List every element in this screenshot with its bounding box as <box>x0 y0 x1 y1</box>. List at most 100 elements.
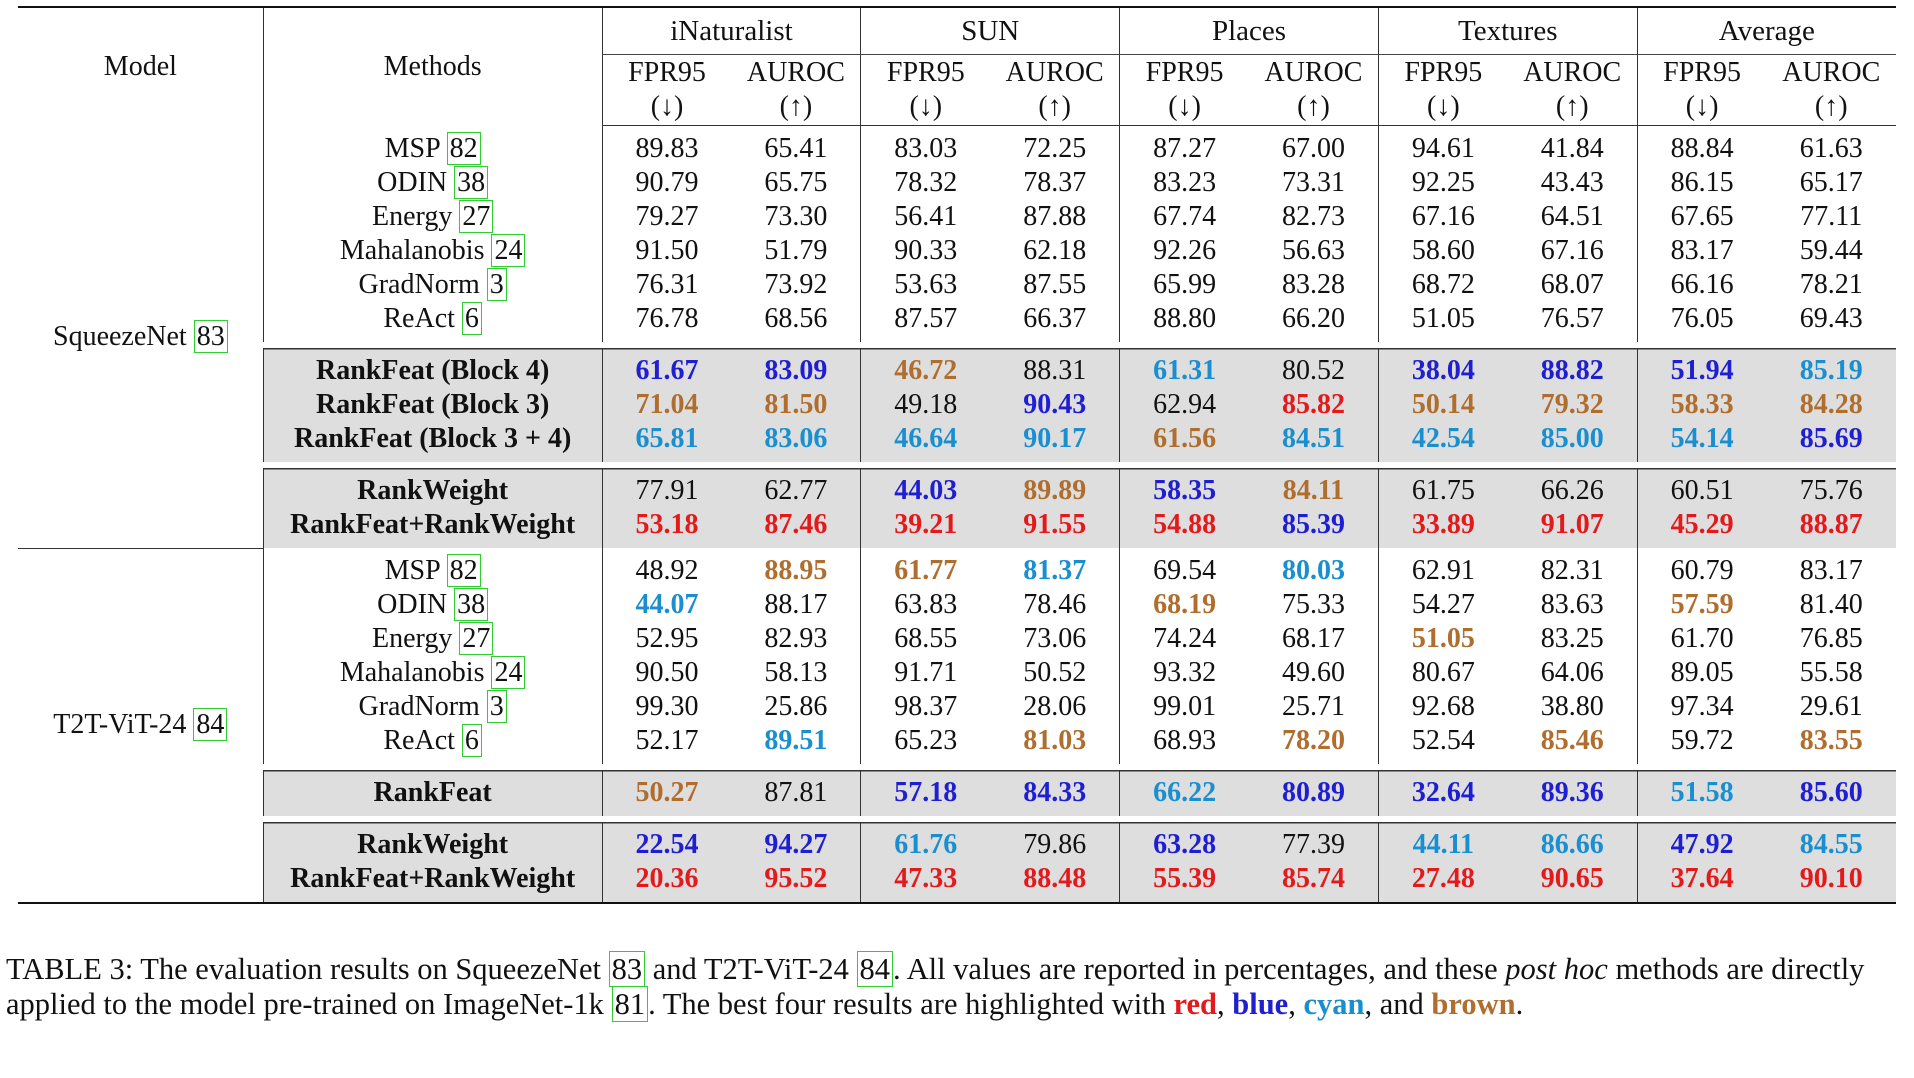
value-cell: 77.39 <box>1249 816 1379 862</box>
value: 83.09 <box>764 355 828 386</box>
value-cell: 73.06 <box>990 622 1121 656</box>
value: 76.85 <box>1799 623 1863 654</box>
value-cell: 78.37 <box>990 166 1121 200</box>
value: 43.43 <box>1540 167 1604 198</box>
model-ref[interactable]: 84 <box>193 708 228 742</box>
value-cell: 32.64 <box>1378 764 1508 819</box>
value: 90.17 <box>1023 423 1087 454</box>
arrow-down-icon: (↓) <box>1168 91 1201 122</box>
value: 61.67 <box>635 355 699 386</box>
value: 50.27 <box>635 777 699 808</box>
table-header: Model Methods iNaturalist SUN Places Textur… <box>18 7 1896 126</box>
value: 82.93 <box>764 623 828 654</box>
value: 71.04 <box>635 389 699 420</box>
method-cell: MSP 82 <box>263 548 603 588</box>
metric-name: FPR95 <box>1404 57 1483 88</box>
value-cell: 79.32 <box>1507 388 1638 422</box>
table-row: T2T-ViT-24 84 MSP 82 48.92 88.95 61.77 81.37 6… <box>18 548 1896 903</box>
value-cell: 78.21 <box>1767 268 1896 302</box>
method-ref[interactable]: 27 <box>459 200 494 233</box>
value: 47.92 <box>1670 829 1734 860</box>
value: 86.15 <box>1670 167 1734 198</box>
value: 66.37 <box>1023 303 1087 334</box>
caption-ref[interactable]: 84 <box>856 951 893 987</box>
value-cell: 88.17 <box>731 588 862 622</box>
value-cell: 87.46 <box>731 508 862 548</box>
caption-ref[interactable]: 83 <box>608 951 646 987</box>
value: 68.07 <box>1540 269 1604 300</box>
value-cell: 62.91 <box>1378 548 1507 588</box>
value-cell: 50.52 <box>990 656 1121 690</box>
value: 58.60 <box>1411 235 1475 266</box>
value-cell: 80.03 <box>1249 548 1379 588</box>
method-ref[interactable]: 24 <box>491 234 526 267</box>
method-ref[interactable]: 82 <box>446 131 481 165</box>
value: 46.64 <box>894 423 958 454</box>
method-name: RankFeat (Block 3) <box>315 389 550 420</box>
method-ref[interactable]: 6 <box>461 724 482 757</box>
value-cell: 50.14 <box>1378 388 1508 422</box>
method-ref[interactable]: 38 <box>454 166 489 199</box>
method-ref[interactable]: 27 <box>459 622 494 655</box>
value-cell: 44.03 <box>860 462 991 508</box>
value: 32.64 <box>1411 777 1475 808</box>
value-cell: 47.92 <box>1637 816 1767 862</box>
table-row: Energy 27 79.27 73.30 56.41 87.88 67.74 82.73 6… <box>18 200 1896 234</box>
value-cell: 81.03 <box>990 724 1121 767</box>
value-cell: 66.16 <box>1637 268 1766 302</box>
value: 77.91 <box>635 475 699 506</box>
value: 54.88 <box>1153 509 1217 540</box>
value-cell: 56.63 <box>1249 234 1379 268</box>
value-cell: 73.31 <box>1249 166 1379 200</box>
value: 69.43 <box>1799 303 1863 334</box>
value: 59.72 <box>1670 725 1734 756</box>
value-cell: 88.82 <box>1507 342 1638 388</box>
value-cell: 88.95 <box>731 548 862 588</box>
value: 83.23 <box>1153 167 1217 198</box>
value: 51.79 <box>764 235 828 266</box>
value: 66.20 <box>1281 303 1345 334</box>
value-cell: 41.84 <box>1507 125 1638 166</box>
value: 83.17 <box>1670 235 1734 266</box>
value: 92.25 <box>1411 167 1475 198</box>
method-name: Energy <box>371 623 453 654</box>
value-cell: 67.00 <box>1249 125 1379 166</box>
method-cell: GradNorm 3 <box>263 268 603 302</box>
table-row: RankWeight 77.91 62.77 44.03 89.89 58.35 84.11… <box>18 462 1896 508</box>
value: 65.17 <box>1799 167 1863 198</box>
value: 87.57 <box>894 303 958 334</box>
method-ref[interactable]: 82 <box>446 554 481 587</box>
value: 99.30 <box>635 691 699 722</box>
value: 61.31 <box>1153 355 1217 386</box>
value: 33.89 <box>1411 509 1475 540</box>
model-name-cell: SqueezeNet 83 <box>18 125 264 549</box>
value-cell: 79.86 <box>990 816 1121 862</box>
method-ref[interactable]: 3 <box>486 690 507 723</box>
method-name: ODIN <box>377 167 448 198</box>
value: 80.03 <box>1281 555 1345 586</box>
value-cell: 77.91 <box>602 462 732 508</box>
method-ref[interactable]: 38 <box>454 588 489 621</box>
value-cell: 90.10 <box>1766 862 1896 903</box>
value: 87.27 <box>1153 133 1217 164</box>
value-cell: 78.32 <box>861 166 990 200</box>
value-cell: 85.60 <box>1766 764 1896 819</box>
value: 61.70 <box>1670 623 1734 654</box>
value-cell: 76.05 <box>1637 302 1766 345</box>
value-cell: 39.21 <box>860 508 991 548</box>
value-cell: 58.35 <box>1119 462 1250 508</box>
value-cell: 90.43 <box>990 388 1121 422</box>
method-ref[interactable]: 3 <box>486 268 507 301</box>
value: 85.60 <box>1799 777 1863 808</box>
model-ref[interactable]: 83 <box>193 319 228 353</box>
value-cell: 55.58 <box>1767 656 1896 690</box>
value: 88.48 <box>1023 863 1087 894</box>
value: 99.01 <box>1153 691 1217 722</box>
method-ref[interactable]: 6 <box>461 302 482 335</box>
method-cell: RankWeight <box>263 462 603 508</box>
value: 76.31 <box>635 269 699 300</box>
value-cell: 75.76 <box>1766 462 1896 508</box>
method-ref[interactable]: 24 <box>491 656 526 689</box>
arrow-down-icon: (↓) <box>1427 91 1460 122</box>
caption-ref[interactable]: 81 <box>611 986 649 1022</box>
